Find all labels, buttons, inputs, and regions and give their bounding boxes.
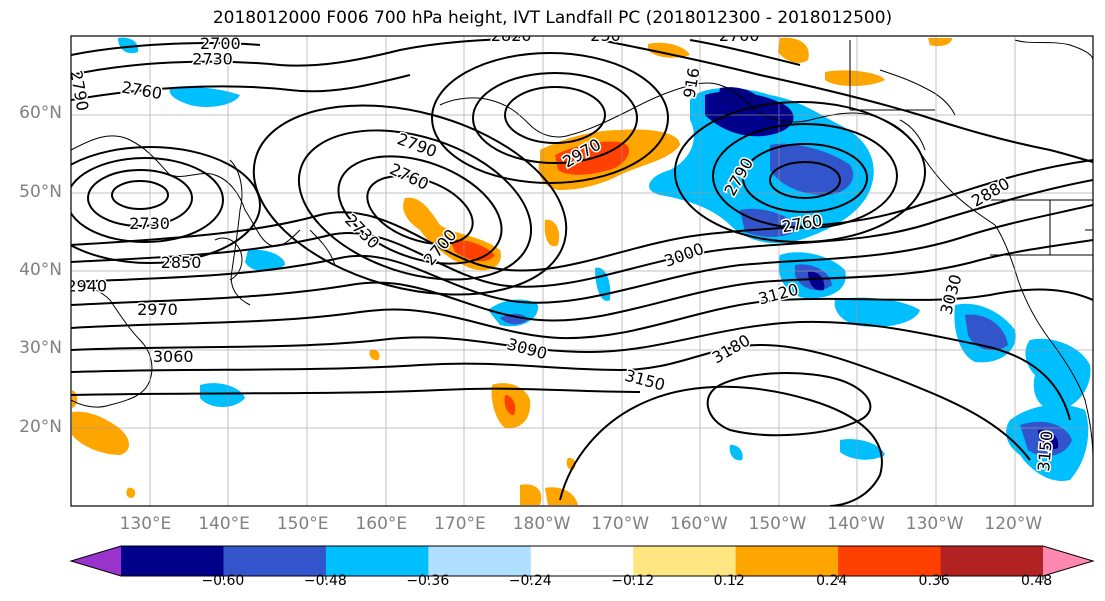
colorbar-segment <box>428 546 532 576</box>
colorbar-tick-label: 0.48 <box>1021 573 1053 589</box>
lon-label: 150°E <box>276 514 329 534</box>
map-title: 2018012000 F006 700 hPa height, IVT Land… <box>212 8 893 28</box>
colorbar <box>69 545 1095 580</box>
lat-label: 40°N <box>19 260 62 280</box>
coastlines <box>71 39 1093 461</box>
lon-label: 120°W <box>984 514 1043 534</box>
colorbar-tick-label: 0.12 <box>713 573 745 589</box>
lon-label: 130°E <box>119 514 172 534</box>
contour-label: 2850 <box>161 253 202 272</box>
lat-label: 20°N <box>19 416 62 437</box>
contour-label: 2940 <box>66 277 107 296</box>
colorbar-outline <box>69 545 1095 577</box>
colorbar-tick-label: −0.12 <box>611 573 655 589</box>
map-frame <box>70 35 1094 507</box>
lon-label: 150°W <box>748 514 807 534</box>
lon-label: 170°W <box>591 514 650 534</box>
contour-label: 3150 <box>1034 430 1056 472</box>
lat-label: 60°N <box>19 103 62 124</box>
colorbar-tick-label: 0.36 <box>918 573 950 589</box>
colorbar-segment <box>940 546 1044 576</box>
contour-label: 2700 <box>719 26 760 45</box>
contour-label: 2820 <box>491 26 532 45</box>
contour-label: 3060 <box>153 347 194 366</box>
contour-label: 2970 <box>137 300 178 319</box>
colorbar-extend-high <box>1043 546 1093 576</box>
colorbar-tick-label: −0.24 <box>508 573 552 589</box>
lon-label: 170°E <box>434 514 486 534</box>
lon-label: 160°W <box>669 514 728 534</box>
colorbar-segment <box>223 546 327 576</box>
lon-label: 180°W <box>512 514 571 534</box>
lat-label: 30°N <box>19 338 62 359</box>
lat-label: 50°N <box>19 181 62 202</box>
colorbar-segment <box>530 546 634 576</box>
colorbar-tick-label: 0.24 <box>816 573 848 589</box>
colorbar-extend-low <box>71 546 121 576</box>
contour-label: 2730 <box>129 214 170 233</box>
colorbar-tick-label: −0.60 <box>201 573 245 589</box>
lon-label: 130°W <box>905 514 964 534</box>
colorbar-segment <box>633 546 737 576</box>
colorbar-segment <box>838 546 942 576</box>
colorbar-tick-label: −0.48 <box>303 573 347 589</box>
contour-label: 2730 <box>192 50 233 69</box>
colorbar-tick-label: −0.36 <box>406 573 450 589</box>
colorbar-segment <box>735 546 839 576</box>
height-contours <box>71 37 1093 506</box>
colorbar-segment <box>121 546 224 576</box>
lon-label: 160°E <box>355 514 408 534</box>
lon-label: 140°W <box>827 514 885 534</box>
contour-label: 250 <box>590 26 621 45</box>
contour-label: 2700 <box>200 34 241 53</box>
lon-label: 140°E <box>198 514 250 534</box>
colorbar-segment <box>325 546 429 576</box>
